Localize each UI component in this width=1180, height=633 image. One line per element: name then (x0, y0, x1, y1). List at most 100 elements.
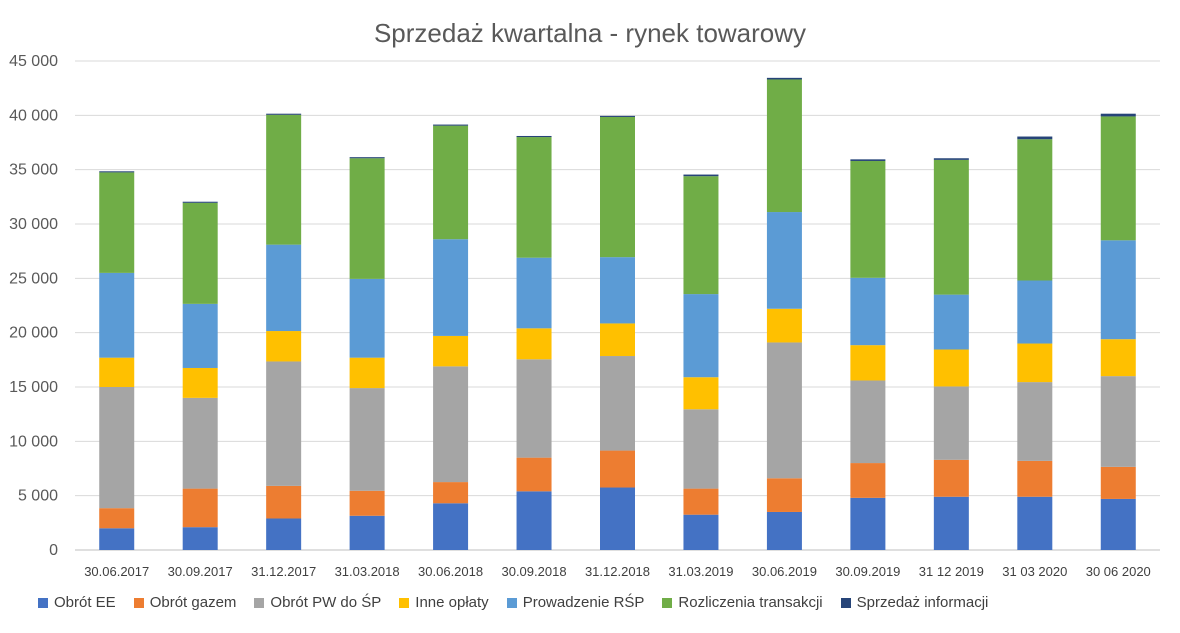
bar-segment (182, 488, 218, 528)
bar-segment (683, 488, 719, 515)
bar-segment (933, 159, 969, 295)
legend-item: Inne opłaty (399, 594, 489, 611)
bar-segment (182, 303, 218, 368)
bar-segment (933, 459, 969, 497)
legend-label: Obrót PW do ŚP (270, 594, 382, 611)
bar-segment (600, 115, 635, 117)
bar-segment (266, 331, 302, 362)
bar-segment (349, 388, 385, 491)
bar-segment (1017, 139, 1053, 281)
bar-segment (766, 212, 802, 309)
chart-title: Sprzedaż kwartalna - rynek towarowy (373, 18, 807, 48)
bar-segment (266, 114, 302, 245)
bar-segment (1017, 382, 1053, 461)
bar-segment (850, 277, 886, 346)
bar-segment (1017, 343, 1053, 383)
legend-swatch (38, 597, 48, 608)
bar-segment (683, 514, 719, 550)
bar-segment (266, 244, 302, 332)
legend-label: Inne opłaty (415, 594, 489, 611)
bar-segment (99, 172, 135, 273)
bar-segment (349, 278, 385, 358)
bar-segment (433, 125, 469, 240)
y-tick-label: 35 000 (9, 162, 58, 179)
bar-segment (600, 487, 635, 550)
bar-segment (99, 528, 135, 550)
x-tick-label: 31 12 2019 (919, 564, 984, 579)
bar-segment (933, 496, 969, 550)
bar-segment (600, 323, 635, 357)
x-tick-label: 30.09.2018 (501, 564, 566, 579)
bar-segment (349, 490, 385, 516)
bar-segment (99, 171, 135, 173)
legend-swatch (506, 597, 517, 608)
bar-segment (266, 113, 302, 115)
legend-item: Obrót gazem (133, 594, 236, 611)
bar-segment (850, 160, 886, 278)
bar-segment (933, 349, 969, 387)
bar-segment (516, 491, 552, 550)
legend-label: Prowadzenie RŚP (522, 594, 645, 611)
y-tick-label: 20 000 (9, 325, 58, 342)
y-tick-label: 0 (49, 542, 58, 559)
x-tick-label: 31.03.2018 (335, 564, 400, 579)
x-tick-label: 31.12.2018 (585, 564, 650, 579)
y-tick-label: 30 000 (9, 216, 58, 233)
legend-item: Obrót PW do ŚP (254, 594, 381, 611)
bar-segment (683, 409, 719, 489)
bar-segment (182, 367, 218, 398)
y-tick-label: 40 000 (9, 107, 58, 124)
legend-label: Sprzedaż informacji (856, 594, 989, 611)
bar-segment (850, 463, 886, 498)
bar-segment (99, 272, 135, 358)
bar-segment (1017, 280, 1053, 344)
bar-segment (933, 294, 969, 350)
x-tick-label: 30.06.2019 (752, 564, 817, 579)
bar-segment (1017, 136, 1053, 140)
bar-segment (600, 450, 635, 488)
bar-segment (516, 359, 552, 458)
bar-segment (182, 201, 218, 203)
x-tick-label: 30.09.2017 (168, 564, 233, 579)
bar-segment (182, 202, 218, 304)
bar-segment (766, 511, 802, 550)
y-tick-label: 45 000 (9, 53, 58, 70)
bar-segment (850, 345, 886, 381)
bar-segment (1017, 496, 1053, 550)
x-tick-label: 30.06.2018 (418, 564, 483, 579)
bar-segment (1100, 339, 1136, 377)
legend-swatch (840, 597, 851, 608)
legend-item: Obrót EE (38, 594, 116, 611)
bar-segment (600, 116, 635, 258)
bar-segment (766, 77, 802, 80)
bar-segment (1100, 376, 1136, 467)
bar-segment (99, 387, 135, 509)
legend-swatch (399, 597, 410, 608)
bar-segment (683, 294, 719, 378)
bar-segment (1100, 116, 1136, 241)
bar-segment (266, 485, 302, 519)
bar-segment (266, 518, 302, 550)
bar-segment (433, 335, 469, 367)
bar-segment (683, 176, 719, 295)
legend-label: Obrót EE (54, 594, 116, 611)
bar-segment (266, 361, 302, 486)
y-tick-label: 15 000 (9, 379, 58, 396)
bar-segment (349, 357, 385, 389)
bar-segment (766, 342, 802, 479)
legend-item: Rozliczenia transakcji (662, 594, 823, 611)
legend-label: Rozliczenia transakcji (678, 594, 823, 611)
bar-segment (850, 159, 886, 161)
bar-segment (182, 527, 218, 550)
bar-segment (600, 257, 635, 324)
bar-segment (516, 135, 552, 138)
y-tick-label: 25 000 (9, 270, 58, 287)
bar-segment (1017, 460, 1053, 497)
bar-segment (600, 356, 635, 451)
bar-segment (766, 79, 802, 213)
x-tick-label: 30 06 2020 (1086, 564, 1151, 579)
bar-segment (683, 377, 719, 410)
x-tick-label: 30.06.2017 (84, 564, 149, 579)
x-tick-label: 30.09.2019 (835, 564, 900, 579)
bar-segment (766, 308, 802, 343)
